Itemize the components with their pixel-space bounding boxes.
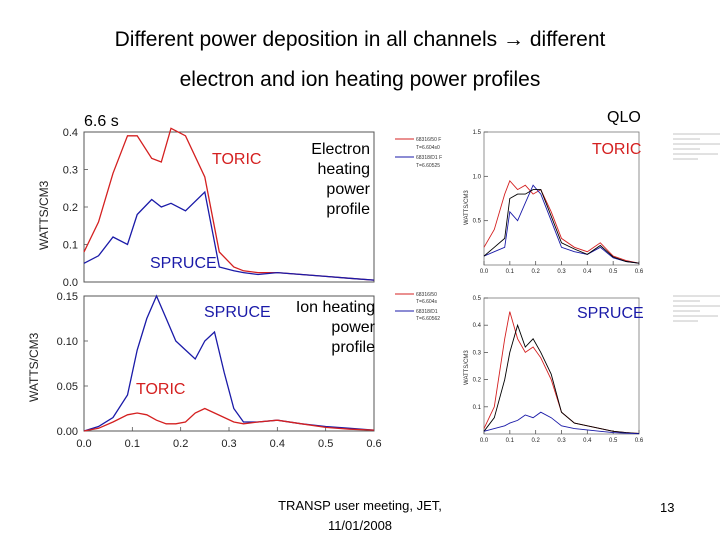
slide-title-line2: electron and ion heating power profiles	[179, 68, 541, 91]
electron-note: Electron heating power profile	[270, 140, 370, 220]
x-tick-label: 0.6	[366, 438, 381, 450]
x-tick-label: 0.3	[221, 438, 236, 450]
x-tick-label: 0.6	[635, 438, 644, 444]
chart-bottom-right: WATTS/CM3 0.1 0.2 0.3 0.4 0.5 0.0 0.1 0.2 0.3 0.…	[464, 296, 644, 444]
y-tick-label: 0.2	[63, 202, 78, 214]
y-tick-label: 0.1	[473, 405, 482, 411]
title-text-1-tail: different	[529, 28, 606, 51]
legend-entry: 68318/D1	[416, 309, 438, 315]
x-tick-label: 0.0	[76, 438, 91, 450]
chart-top-right: WATTS/CM3 0.5 1.0 1.5 0.0 0.1 0.2 0.3 0.4 0.5 0.…	[464, 130, 644, 275]
slide-title-line1: Different power deposition in all channe…	[0, 28, 720, 52]
footer-line1: TRANSP user meeting, JET,	[278, 498, 442, 513]
legend-entry: 68316/50	[416, 292, 437, 298]
footer: TRANSP user meeting, JET, 11/01/2008	[255, 496, 465, 536]
x-tick-label: 0.5	[609, 438, 618, 444]
y-tick-label: 0.2	[473, 378, 482, 384]
y-tick-label: 0.5	[473, 296, 482, 302]
series-line-black	[483, 323, 640, 434]
series-line-blue	[83, 190, 375, 281]
x-tick-label: 0.4	[270, 438, 285, 450]
y-tick-label: 1.5	[473, 130, 482, 136]
y-tick-label: 0.3	[473, 350, 482, 356]
spruce-label-top-left: SPRUCE	[150, 255, 217, 272]
chart-top-right-ylabel: WATTS/CM3	[464, 190, 470, 225]
y-tick-label: 0.0	[63, 277, 78, 289]
x-tick-label: 0.6	[635, 269, 644, 275]
series-line-blue	[483, 184, 640, 264]
x-tick-label: 0.4	[583, 269, 592, 275]
toric-label-top-right: TORIC	[592, 141, 642, 158]
chart-top-left: WATTS/CM3 0.0 0.1 0.2 0.3 0.4	[37, 127, 375, 289]
toric-label-bottom-left: TORIC	[136, 381, 186, 398]
x-tick-label: 0.5	[318, 438, 333, 450]
legend-entry: T=6.604s0	[416, 145, 440, 151]
x-tick-label: 0.0	[480, 438, 489, 444]
toric-label-top-left: TORIC	[212, 151, 262, 168]
y-tick-label: 0.15	[57, 291, 78, 303]
x-tick-label: 0.0	[480, 269, 489, 275]
legend-entry: T=6.60525	[416, 163, 440, 169]
y-tick-label: 0.00	[57, 426, 78, 438]
y-tick-label: 0.4	[63, 127, 78, 139]
legend-entry: T=6.604s	[416, 299, 437, 305]
arrow-right-icon: →	[503, 28, 530, 51]
electron-note-line: heating	[317, 161, 371, 178]
chart-bottom-left: WATTS/CM3 0.00 0.05 0.10 0.15 0.0 0.1 0.2 0.3 0…	[27, 291, 382, 450]
x-tick-label: 0.5	[609, 269, 618, 275]
page-number: 13	[660, 500, 675, 515]
ion-note-line: Ion heating	[295, 299, 375, 316]
chart-bottom-right-ylabel: WATTS/CM3	[464, 350, 470, 385]
spruce-label-bottom-right: SPRUCE	[577, 305, 644, 322]
legend-entry: 68316/50 F	[416, 137, 441, 143]
time-label: 6.6 s	[84, 113, 119, 130]
y-tick-label: 1.0	[473, 174, 482, 180]
x-tick-label: 0.1	[125, 438, 140, 450]
title-text-1: Different power deposition in all channe…	[114, 28, 498, 51]
series-line-red	[83, 407, 375, 432]
qlo-label: QLO	[607, 109, 641, 126]
series-line-blue	[483, 411, 640, 435]
legend-bottom-left: 68316/50 T=6.604s 68318/D1 T=6.60562	[395, 292, 440, 322]
spruce-label-bottom-left: SPRUCE	[204, 304, 271, 321]
x-tick-label: 0.3	[557, 438, 566, 444]
legend-top-left: 68316/50 F T=6.604s0 68318/D1 F T=6.6052…	[395, 137, 442, 169]
x-tick-label: 0.2	[173, 438, 188, 450]
ion-note-line: power	[331, 319, 375, 336]
electron-note-line: Electron	[311, 141, 370, 158]
x-tick-label: 0.2	[531, 438, 540, 444]
y-tick-label: 0.05	[57, 381, 78, 393]
x-tick-label: 0.1	[506, 269, 515, 275]
chart-bottom-left-ylabel: WATTS/CM3	[27, 332, 41, 402]
legend-entry: 68318/D1 F	[416, 155, 442, 161]
ion-note-line: profile	[331, 339, 375, 356]
legend-right-marks	[673, 133, 720, 322]
x-tick-label: 0.3	[557, 269, 566, 275]
y-tick-label: 0.10	[57, 336, 78, 348]
electron-note-line: profile	[326, 201, 370, 218]
series-line-red	[483, 179, 640, 264]
series-line-red	[483, 311, 640, 434]
y-tick-label: 0.4	[473, 323, 482, 329]
y-tick-label: 0.5	[473, 219, 482, 225]
legend-entry: T=6.60562	[416, 316, 440, 322]
ion-note: Ion heating power profile	[270, 298, 375, 358]
chart-top-left-ylabel: WATTS/CM3	[37, 180, 51, 250]
y-tick-label: 0.3	[63, 165, 78, 177]
footer-line2: 11/01/2008	[327, 518, 393, 533]
x-tick-label: 0.4	[583, 438, 592, 444]
x-tick-label: 0.2	[531, 269, 540, 275]
series-line-black	[483, 189, 640, 264]
x-tick-label: 0.1	[506, 438, 515, 444]
y-tick-label: 0.1	[63, 240, 78, 252]
electron-note-line: power	[326, 181, 370, 198]
